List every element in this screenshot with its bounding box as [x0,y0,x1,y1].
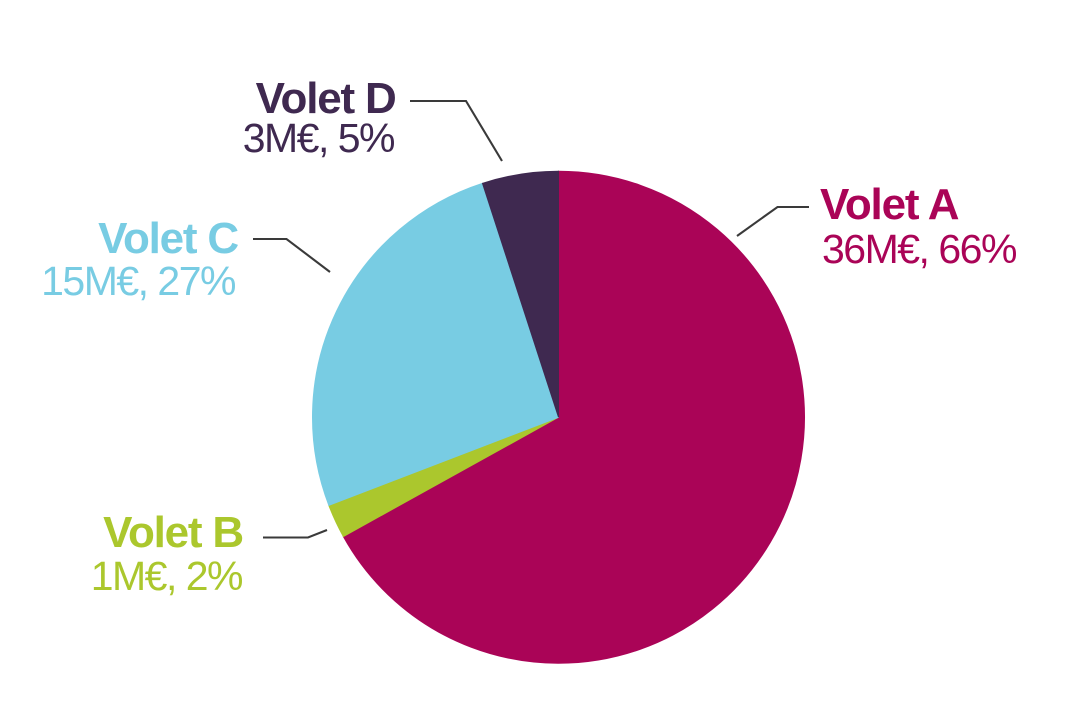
svg-text:Volet C: Volet C [98,214,238,263]
svg-text:Volet A: Volet A [820,180,959,229]
svg-text:15M€, 27%: 15M€, 27% [41,258,235,304]
svg-text:Volet D: Volet D [256,74,396,123]
svg-text:1M€, 2%: 1M€, 2% [91,553,242,599]
svg-text:36M€, 66%: 36M€, 66% [822,226,1016,272]
svg-text:Volet B: Volet B [103,508,243,557]
svg-text:3M€, 5%: 3M€, 5% [243,115,394,161]
